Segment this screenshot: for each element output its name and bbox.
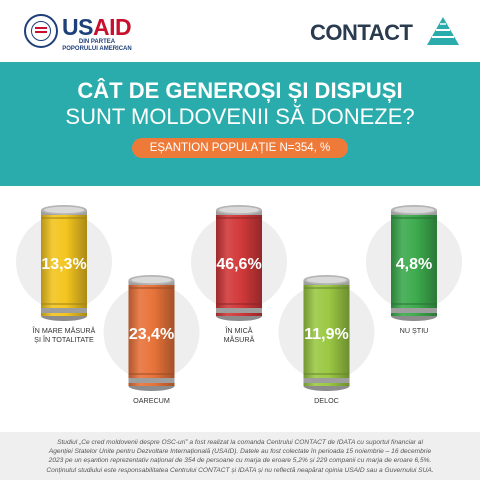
usaid-subtitle: DIN PARTEA POPORULUI AMERICAN — [62, 39, 132, 52]
value-label: 4,8% — [396, 256, 432, 273]
category-label: ÎN MICĂ — [224, 326, 252, 335]
can-bottom-band — [303, 378, 350, 383]
value-label: 23,4% — [129, 326, 174, 343]
can-bottom-band — [41, 308, 87, 313]
can-lid-inner — [44, 206, 84, 214]
category-label: ȘI ÎN TOTALITATE — [34, 335, 94, 344]
footer-note: Studiul „Ce cred moldovenii despre OSC-u… — [30, 438, 450, 475]
title-banner — [0, 62, 480, 186]
can-lid-inner — [131, 276, 172, 284]
can-body-bar — [41, 210, 87, 316]
can-body-bar — [128, 280, 175, 386]
value-label: 11,9% — [304, 326, 348, 343]
can-lid-inner — [394, 206, 434, 214]
category-label: NU ȘTIU — [400, 326, 429, 335]
can-5: 4,8% NU ȘTIU — [366, 205, 462, 335]
can-body-bar — [303, 280, 350, 386]
can-bottom-band — [216, 308, 262, 313]
category-label: MĂSURĂ — [224, 335, 255, 344]
footer-line-4: Conținutul studiului este responsabilita… — [46, 466, 434, 474]
category-label: ÎN MARE MĂSURĂ — [32, 326, 96, 335]
title-line-1: CÂT DE GENEROȘI ȘI DISPUȘI — [77, 78, 403, 103]
can-body-bar — [391, 210, 437, 316]
can-lid-inner — [219, 206, 259, 214]
footer-line-3: 2023 pe un eșantion reprezentativ națion… — [48, 457, 432, 465]
usaid-seal-icon — [24, 14, 58, 48]
can-lid-inner — [306, 276, 347, 284]
sample-badge: EȘANTION POPULAȚIE N=354, % — [132, 138, 348, 158]
footer-line-2: Agenției Statelor Unite pentru Dezvoltar… — [48, 448, 432, 456]
category-label: OARECUM — [133, 396, 170, 405]
footer: Studiul „Ce cred moldovenii despre OSC-u… — [0, 432, 480, 480]
can-bottom-band — [391, 308, 437, 313]
contact-wordmark: CONTACT — [310, 20, 413, 45]
contact-logo: CONTACT — [310, 16, 460, 48]
usaid-logo: USAID DIN PARTEA POPORULUI AMERICAN — [24, 14, 144, 54]
can-4: 11,9% DELOC — [278, 275, 375, 405]
contact-triangle-icon — [427, 17, 459, 45]
usaid-wordmark: USAID — [62, 14, 132, 40]
can-2: 23,4% OARECUM — [103, 275, 200, 405]
category-label: DELOC — [314, 396, 339, 405]
value-label: 13,3% — [41, 256, 86, 273]
value-label: 46,6% — [216, 256, 261, 273]
can-bottom-band — [128, 378, 175, 383]
header: USAID DIN PARTEA POPORULUI AMERICAN CONT… — [0, 0, 480, 62]
footer-line-1: Studiul „Ce cred moldovenii despre OSC-u… — [57, 439, 423, 446]
title-line-2: SUNT MOLDOVENII SĂ DONEZE? — [65, 104, 415, 129]
can-body-bar — [216, 210, 262, 316]
